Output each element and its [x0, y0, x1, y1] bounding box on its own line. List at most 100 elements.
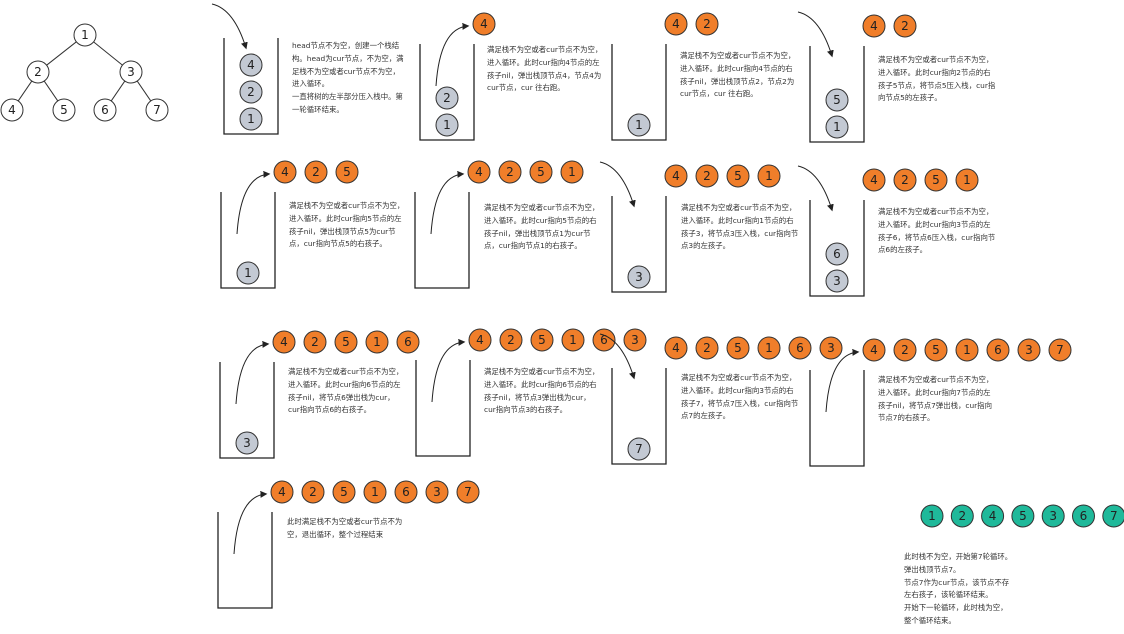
- output-node: 6: [788, 336, 812, 360]
- output-node: 4: [664, 336, 688, 360]
- final-node: 2: [950, 504, 974, 528]
- stack-node: 1: [627, 113, 651, 137]
- tree-edge: [136, 80, 152, 102]
- svg-text:3: 3: [243, 436, 251, 450]
- output-node: 2: [499, 328, 523, 352]
- stack-node: 1: [239, 107, 263, 131]
- output-node: 5: [726, 164, 750, 188]
- pop-arrow-icon: [825, 348, 860, 413]
- output-node: 3: [819, 336, 843, 360]
- stack-container: [415, 360, 471, 457]
- svg-text:5: 5: [342, 335, 350, 349]
- svg-text:4: 4: [672, 17, 680, 31]
- step-6: 4 2 5 1: [414, 160, 584, 289]
- step-description: 满足栈不为空或者cur节点不为空，进入循环。此时cur指向3节点的右孩子7，将节…: [681, 373, 799, 421]
- svg-text:2: 2: [901, 173, 909, 187]
- svg-text:1: 1: [765, 341, 773, 355]
- output-node: 1: [365, 330, 389, 354]
- step-2: 1 2 4: [419, 12, 496, 141]
- svg-text:3: 3: [433, 485, 441, 499]
- step-9: 3 4 2 5 1 6: [219, 330, 420, 459]
- push-arrow-icon: [797, 165, 834, 212]
- tree-node: 2: [26, 60, 50, 84]
- stack-container: [220, 192, 276, 289]
- tree-edge: [93, 41, 123, 66]
- svg-text:4: 4: [278, 485, 286, 499]
- output-node: 4: [270, 480, 294, 504]
- svg-text:5: 5: [734, 341, 742, 355]
- output-node: 2: [301, 480, 325, 504]
- step-11: 7 4 2 5 1 6 3: [599, 333, 843, 465]
- output-node: 4: [272, 330, 296, 354]
- tree-node: 7: [145, 98, 169, 122]
- stack-container: [611, 44, 667, 141]
- final-line: 节点7作为cur节点，该节点不存: [904, 577, 1010, 587]
- svg-text:5: 5: [734, 169, 742, 183]
- tree-edge: [46, 41, 77, 66]
- svg-text:3: 3: [1049, 509, 1057, 523]
- svg-text:6: 6: [101, 103, 109, 117]
- svg-text:6: 6: [796, 341, 804, 355]
- step-description: 满足栈不为空或者cur节点不为空，进入循环。此时cur指向1节点的右孩子3，将节…: [681, 203, 799, 251]
- svg-text:2: 2: [703, 341, 711, 355]
- stack-node: 5: [825, 88, 849, 112]
- svg-text:3: 3: [127, 65, 135, 79]
- svg-text:3: 3: [631, 333, 639, 347]
- svg-text:4: 4: [480, 17, 488, 31]
- step-4: 154 2: [797, 11, 917, 143]
- svg-text:4: 4: [8, 103, 16, 117]
- svg-text:1: 1: [635, 118, 643, 132]
- svg-text:2: 2: [506, 165, 514, 179]
- output-node: 4: [468, 328, 492, 352]
- output-node: 5: [335, 160, 359, 184]
- output-node: 1: [363, 480, 387, 504]
- svg-text:4: 4: [870, 343, 878, 357]
- svg-text:1: 1: [833, 120, 841, 134]
- output-node: 4: [862, 14, 886, 38]
- svg-text:1: 1: [963, 343, 971, 357]
- step-10: 4 2 5 1 6 3: [415, 328, 647, 457]
- output-node: 5: [529, 160, 553, 184]
- svg-text:4: 4: [870, 19, 878, 33]
- output-node: 2: [695, 336, 719, 360]
- svg-text:5: 5: [1019, 509, 1027, 523]
- final-result-row: 1 2 4 5 3 6 7: [920, 504, 1124, 528]
- output-node: 4: [664, 164, 688, 188]
- tree-edge: [43, 80, 59, 102]
- output-node: 4: [472, 12, 496, 36]
- final-node: 3: [1041, 504, 1065, 528]
- final-line: 左右孩子，该轮循环结束。: [904, 590, 993, 600]
- svg-text:2: 2: [443, 91, 451, 105]
- stack-node: 1: [435, 113, 459, 137]
- step-description: 满足栈不为空或者cur节点不为空，进入循环。此时cur指向2节点的右孩子5节点，…: [878, 55, 996, 103]
- output-node: 6: [986, 338, 1010, 362]
- final-node: 4: [981, 504, 1005, 528]
- svg-text:1: 1: [765, 169, 773, 183]
- svg-text:2: 2: [311, 335, 319, 349]
- svg-text:1: 1: [568, 165, 576, 179]
- svg-text:4: 4: [247, 58, 255, 72]
- output-node: 2: [893, 168, 917, 192]
- svg-text:4: 4: [476, 333, 484, 347]
- svg-text:3: 3: [635, 270, 643, 284]
- step-7: 3 4 2 5 1: [599, 161, 781, 293]
- stack-container: [219, 362, 275, 459]
- step-8: 3 6 4 2 5 1: [797, 165, 979, 297]
- stack-node: 2: [239, 80, 263, 104]
- output-node: 6: [396, 330, 420, 354]
- svg-text:6: 6: [994, 343, 1002, 357]
- pop-arrow-icon: [430, 170, 465, 235]
- svg-text:4: 4: [870, 173, 878, 187]
- stack-container: [809, 370, 865, 467]
- output-node: 2: [695, 164, 719, 188]
- stack-node: 1: [825, 115, 849, 139]
- step-description: 满足栈不为空或者cur节点不为空，进入循环。此时cur指向3节点的左孩子6，将节…: [878, 207, 996, 255]
- svg-text:4: 4: [280, 335, 288, 349]
- output-node: 6: [592, 328, 616, 352]
- output-node: 3: [623, 328, 647, 352]
- final-line: 弹出栈顶节点7。: [904, 564, 961, 574]
- output-node: 4: [273, 160, 297, 184]
- push-arrow-icon: [797, 11, 834, 58]
- step-1: 1 2 4: [211, 3, 279, 135]
